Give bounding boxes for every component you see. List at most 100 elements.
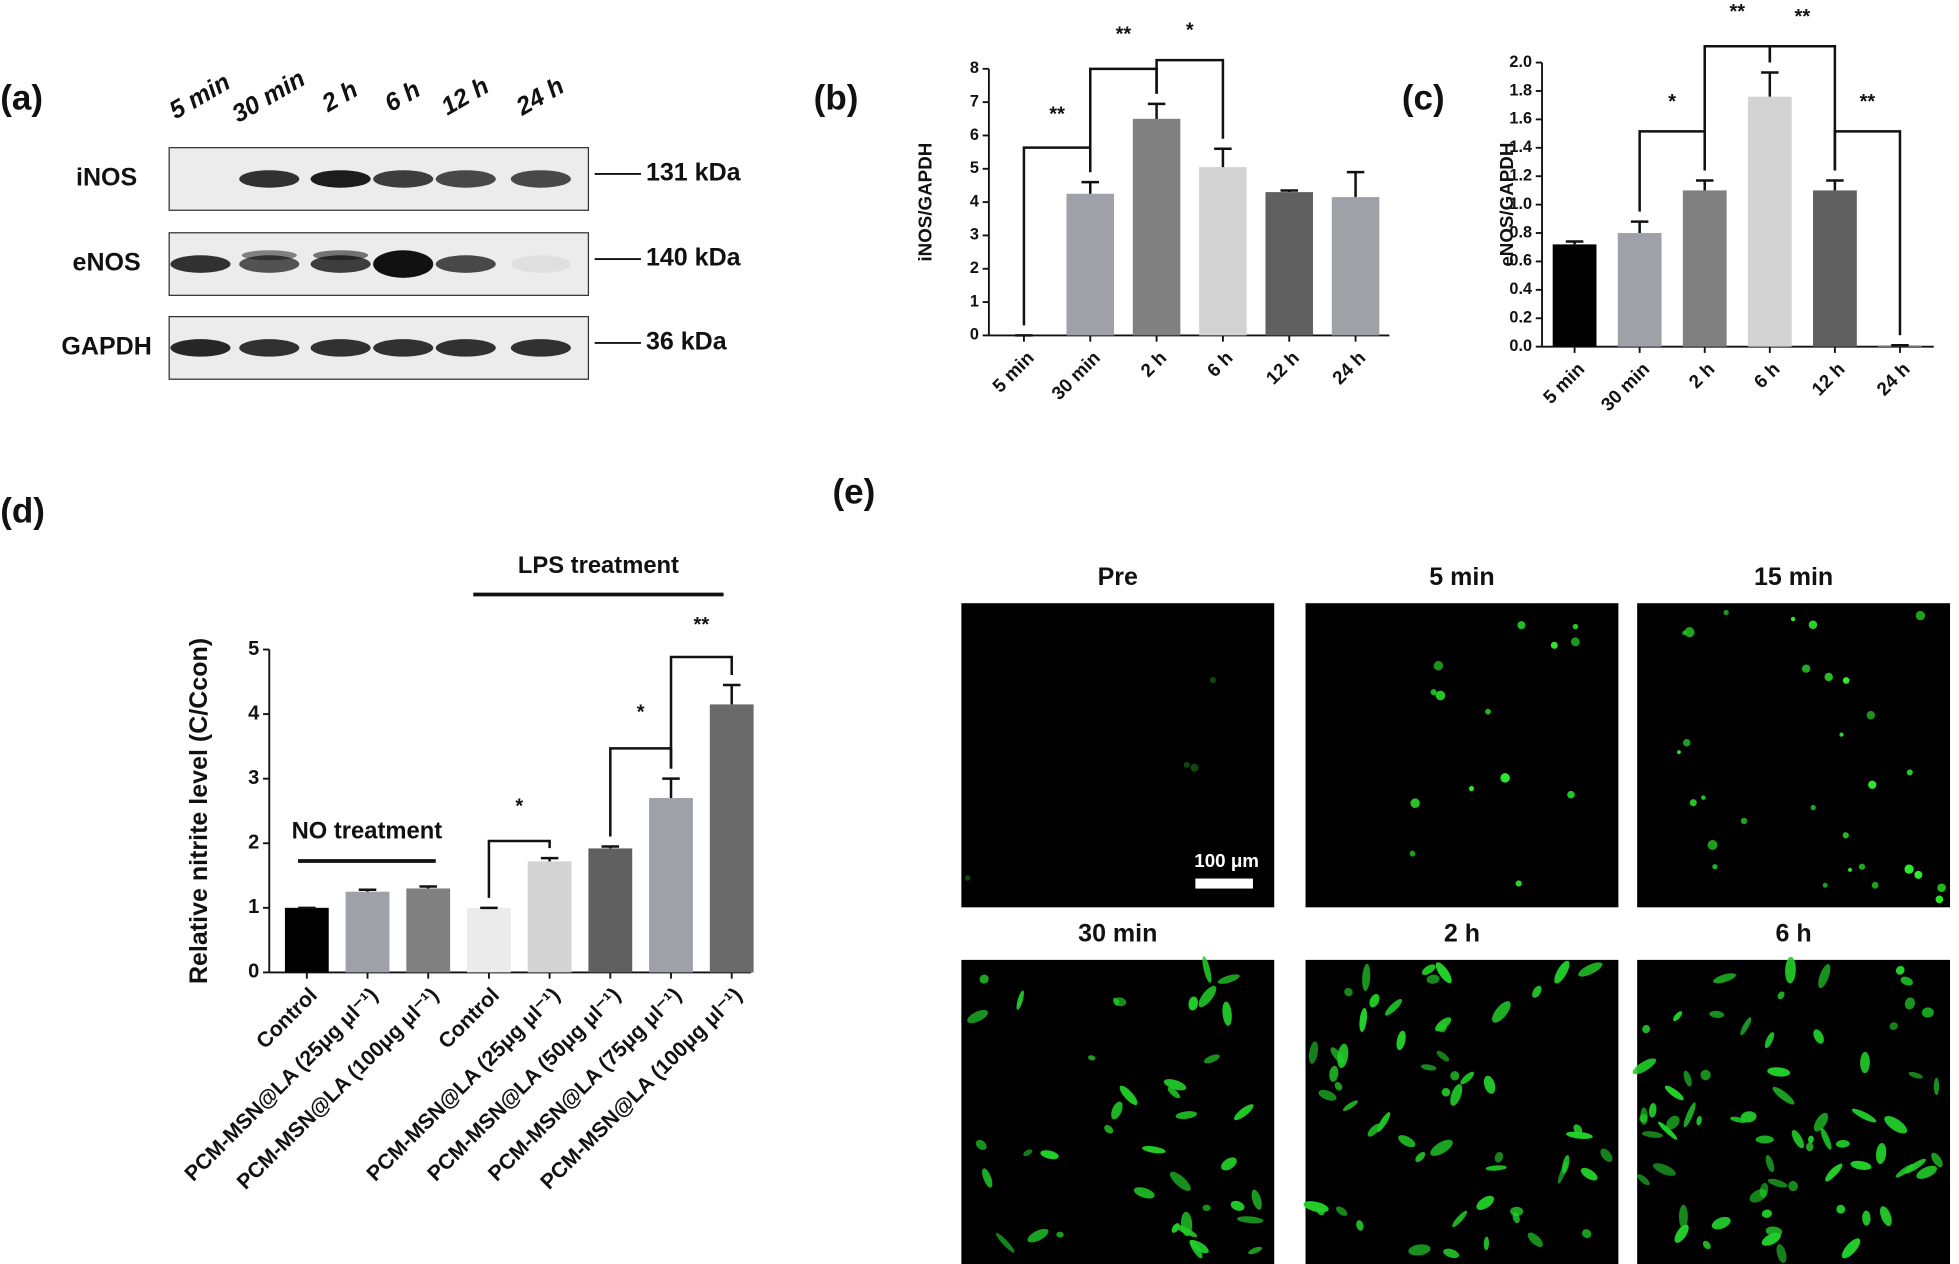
- x-tick-label: 30 min: [1597, 358, 1654, 415]
- cell: [1825, 1164, 1840, 1182]
- cell: [1183, 761, 1190, 768]
- cell: [1711, 1216, 1731, 1230]
- cell: [1700, 1069, 1711, 1081]
- error-bar: [601, 845, 620, 849]
- cell: [1443, 1248, 1460, 1259]
- significance-bracket: [1768, 45, 1837, 171]
- cell: [1409, 850, 1416, 857]
- band: [373, 170, 434, 188]
- x-tick-label: 6 h: [1203, 347, 1237, 381]
- cell: [1426, 974, 1440, 984]
- cell: [964, 875, 971, 881]
- cell: [1550, 641, 1558, 649]
- cell: [1895, 965, 1905, 975]
- bar: [709, 704, 754, 973]
- cell: [1112, 997, 1120, 1006]
- cell: [1858, 863, 1866, 870]
- band: [310, 339, 371, 357]
- y-tick-label: 0.6: [1509, 252, 1532, 270]
- y-tick-label: 1: [248, 896, 259, 918]
- error-bar: [1346, 170, 1365, 198]
- significance-bracket: [1155, 58, 1225, 139]
- significance-label: **: [694, 614, 710, 636]
- cell: [1818, 964, 1831, 989]
- cell: [1850, 1160, 1872, 1171]
- cell: [1765, 1155, 1775, 1172]
- cell: [1189, 1239, 1203, 1259]
- cell: [1712, 864, 1718, 870]
- cell: [1639, 1114, 1648, 1123]
- x-tick-label: 30 min: [1047, 347, 1104, 404]
- significance-label: **: [1729, 1, 1745, 23]
- cell: [1396, 1030, 1406, 1051]
- y-tick-label: 0: [970, 326, 979, 344]
- cell: [1236, 1216, 1264, 1224]
- cell: [1642, 1024, 1651, 1034]
- micrograph: [1637, 603, 1951, 908]
- cell: [1810, 804, 1816, 811]
- band: [310, 255, 371, 273]
- cell: [1512, 1212, 1520, 1224]
- cell: [1557, 1161, 1568, 1184]
- cell: [1677, 750, 1681, 755]
- y-tick-label: 1.2: [1509, 167, 1532, 185]
- cell: [1790, 616, 1796, 622]
- cell: [1678, 1204, 1688, 1229]
- y-tick-label: 3: [970, 226, 979, 244]
- cell: [1450, 1071, 1460, 1081]
- significance-label: *: [637, 702, 645, 724]
- x-tick-label: 6 h: [1750, 358, 1784, 392]
- cell: [1023, 1149, 1033, 1157]
- cell: [1330, 1047, 1345, 1064]
- error-bar: [419, 885, 437, 889]
- band: [510, 170, 571, 188]
- image-title: 2 h: [1444, 919, 1480, 947]
- cell: [1937, 883, 1946, 893]
- cell: [1376, 1112, 1391, 1132]
- cell: [1904, 997, 1915, 1010]
- band: [241, 250, 297, 261]
- band: [435, 170, 496, 188]
- lane-label: 12 h: [436, 72, 493, 121]
- significance-label: *: [1186, 20, 1194, 42]
- cell: [1904, 1158, 1926, 1174]
- y-tick-label: 2: [248, 832, 259, 854]
- cell: [1740, 1017, 1752, 1036]
- y-tick-label: 1.4: [1509, 138, 1532, 156]
- cell: [1318, 1089, 1337, 1101]
- panel-label: (b): [814, 78, 859, 117]
- cell: [1408, 1244, 1431, 1256]
- cell: [1842, 677, 1850, 684]
- cell: [1767, 1067, 1791, 1077]
- cell: [1904, 864, 1914, 874]
- cell: [1842, 832, 1849, 839]
- image-title: 30 min: [1078, 919, 1157, 947]
- cell: [1701, 795, 1706, 800]
- bar: [1617, 233, 1662, 347]
- error-bar: [1147, 102, 1166, 119]
- cell: [1485, 708, 1491, 715]
- y-tick-label: 5: [248, 638, 259, 660]
- cell: [1175, 1111, 1198, 1120]
- cell: [1119, 1085, 1138, 1106]
- cell: [1862, 1210, 1871, 1226]
- blot-row-label: GAPDH: [61, 333, 151, 361]
- cell: [1851, 1108, 1877, 1123]
- y-tick-label: 1.8: [1509, 81, 1532, 99]
- cell: [1198, 985, 1217, 1008]
- cell: [1435, 962, 1452, 984]
- cell: [1344, 987, 1353, 997]
- cell: [1683, 739, 1691, 747]
- cell: [1876, 1142, 1887, 1164]
- cell: [1111, 1101, 1123, 1120]
- significance-label: **: [1795, 6, 1811, 28]
- y-tick-label: 4: [248, 702, 260, 724]
- y-tick-label: 6: [970, 126, 979, 144]
- bar: [1331, 197, 1380, 336]
- cell: [1683, 1102, 1696, 1128]
- cell: [1582, 1229, 1592, 1239]
- cell: [1637, 1174, 1650, 1186]
- panel-label: (a): [0, 78, 43, 117]
- cell: [1808, 620, 1818, 630]
- significance-label: *: [515, 795, 523, 817]
